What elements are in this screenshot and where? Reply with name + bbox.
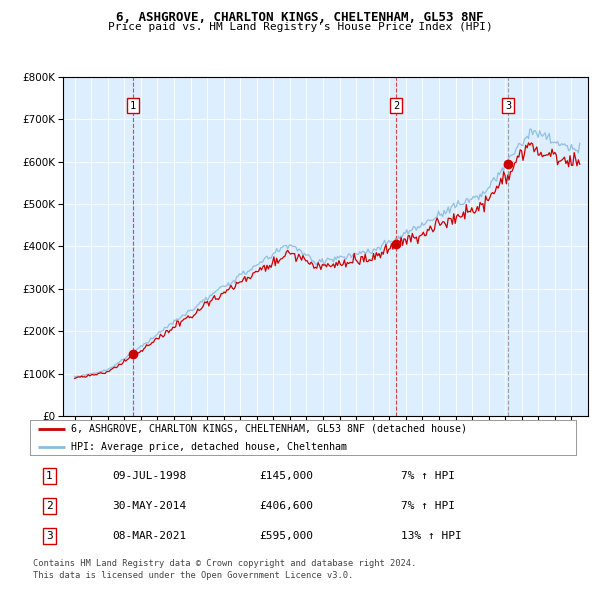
Text: 3: 3 <box>46 531 52 541</box>
Text: 09-JUL-1998: 09-JUL-1998 <box>112 471 186 481</box>
Text: 2: 2 <box>393 100 399 110</box>
Text: 6, ASHGROVE, CHARLTON KINGS, CHELTENHAM, GL53 8NF: 6, ASHGROVE, CHARLTON KINGS, CHELTENHAM,… <box>116 11 484 24</box>
Text: £406,600: £406,600 <box>259 501 313 511</box>
Text: 1: 1 <box>46 471 52 481</box>
Text: Price paid vs. HM Land Registry's House Price Index (HPI): Price paid vs. HM Land Registry's House … <box>107 22 493 32</box>
Text: 7% ↑ HPI: 7% ↑ HPI <box>401 471 455 481</box>
Text: 3: 3 <box>505 100 511 110</box>
Text: Contains HM Land Registry data © Crown copyright and database right 2024.: Contains HM Land Registry data © Crown c… <box>33 559 416 568</box>
Text: HPI: Average price, detached house, Cheltenham: HPI: Average price, detached house, Chel… <box>71 442 347 451</box>
Text: 30-MAY-2014: 30-MAY-2014 <box>112 501 186 511</box>
Text: 13% ↑ HPI: 13% ↑ HPI <box>401 531 462 541</box>
Text: 7% ↑ HPI: 7% ↑ HPI <box>401 501 455 511</box>
Text: 2: 2 <box>46 501 52 511</box>
Text: 08-MAR-2021: 08-MAR-2021 <box>112 531 186 541</box>
Text: £595,000: £595,000 <box>259 531 313 541</box>
Text: 6, ASHGROVE, CHARLTON KINGS, CHELTENHAM, GL53 8NF (detached house): 6, ASHGROVE, CHARLTON KINGS, CHELTENHAM,… <box>71 424 467 434</box>
Text: £145,000: £145,000 <box>259 471 313 481</box>
Text: 1: 1 <box>130 100 136 110</box>
Text: This data is licensed under the Open Government Licence v3.0.: This data is licensed under the Open Gov… <box>33 571 353 580</box>
